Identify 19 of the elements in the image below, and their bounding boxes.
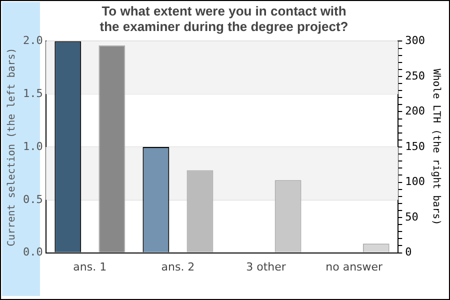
y2-tick-label: 250 bbox=[405, 69, 426, 82]
x-tick-label: 3 other bbox=[246, 260, 286, 274]
y-tick-label: 1.5 bbox=[22, 86, 43, 100]
x-tick-label: no answer bbox=[326, 260, 384, 274]
y2-tick-label: 0 bbox=[405, 246, 412, 259]
x-tick-label: ans. 2 bbox=[161, 260, 195, 274]
y2-tick-label: 50 bbox=[405, 210, 418, 224]
y-tick-label: 1.0 bbox=[22, 140, 43, 153]
y2-tick-label: 100 bbox=[405, 175, 426, 188]
chart-title: To what extent were you in contact with the examiner during the degree project? bbox=[100, 3, 348, 34]
y-tick-label: 0.5 bbox=[22, 192, 43, 206]
y2-tick-label: 150 bbox=[405, 140, 426, 153]
y-axis-title: Current selection (the left bars) bbox=[6, 48, 18, 246]
y-tick-label: 0.0 bbox=[22, 246, 43, 259]
y2-axis-title: Whole LTH (the right bars) bbox=[430, 68, 442, 226]
y2-tick-label: 200 bbox=[405, 104, 426, 118]
y2-tick-label: 300 bbox=[405, 34, 426, 48]
y-tick-label: 2.0 bbox=[22, 34, 43, 48]
x-tick-label: ans. 1 bbox=[73, 260, 107, 274]
